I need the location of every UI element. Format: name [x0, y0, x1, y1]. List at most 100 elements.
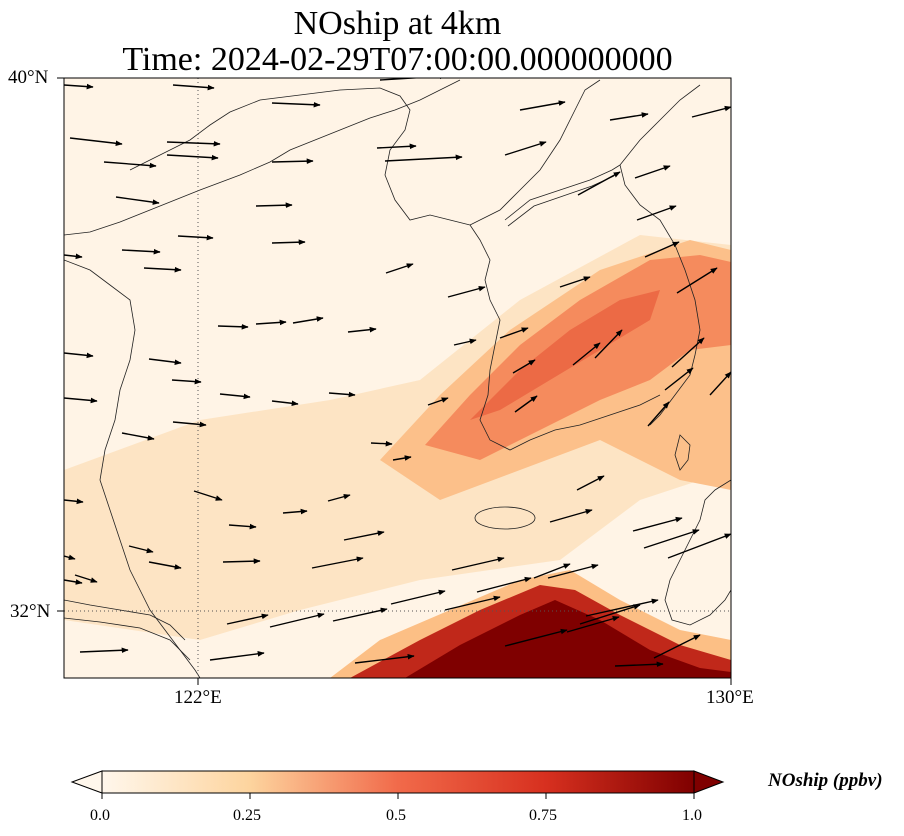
wind-arrow: [177, 234, 214, 241]
wind-arrow: [148, 358, 182, 365]
wind-arrow: [271, 400, 299, 407]
coastlines: [64, 79, 731, 678]
cb-label-05: 0.5: [386, 807, 406, 824]
wind-arrow: [504, 141, 547, 156]
coastline-liaodong: [129, 87, 471, 226]
wind-arrow: [332, 607, 388, 622]
wind-arrow: [64, 554, 76, 561]
coastline-china-east: [64, 259, 201, 678]
xtick-label-122: 122°E: [174, 687, 222, 708]
map-title-line2: Time: 2024-02-29T07:00:00.000000000: [122, 41, 673, 78]
concentration-field: [64, 235, 731, 678]
colorbar-extend-max: [693, 770, 725, 794]
wind-arrow: [255, 319, 287, 326]
wind-arrow: [453, 338, 477, 346]
wind-arrow: [634, 165, 671, 179]
wind-arrow: [609, 112, 649, 121]
wind-arrow: [636, 205, 677, 221]
xtick-label-130: 130°E: [706, 687, 754, 708]
wind-arrow: [64, 498, 84, 505]
wind-vectors: [64, 78, 731, 668]
wind-arrow: [193, 490, 223, 501]
wind-arrow: [585, 598, 659, 617]
wind-arrow: [476, 576, 532, 593]
wind-arrow: [64, 83, 94, 90]
wind-arrow: [311, 556, 364, 569]
wind-arrow: [379, 78, 447, 81]
wind-arrow: [64, 253, 83, 260]
wind-arrow: [172, 421, 207, 428]
wind-arrow: [64, 579, 83, 585]
wind-arrow: [512, 359, 536, 374]
wind-arrow: [499, 327, 529, 339]
wind-arrow: [691, 105, 731, 118]
wind-arrow: [664, 367, 694, 391]
wind-arrow: [427, 397, 449, 406]
wind-arrow: [671, 337, 705, 368]
coastline-japan: [664, 434, 731, 626]
colorbar-extend-min: [70, 770, 103, 794]
coastline-korea-east: [619, 164, 701, 426]
wind-arrow: [566, 616, 620, 633]
wind-arrow: [328, 391, 356, 398]
cb-label-025: 0.25: [233, 807, 261, 824]
wind-arrow: [444, 595, 501, 611]
wind-arrow: [354, 653, 415, 664]
field-plume-peak: [470, 290, 660, 420]
wind-arrow: [644, 241, 680, 258]
wind-arrow: [292, 316, 324, 324]
wind-arrow: [148, 561, 182, 570]
wind-arrow: [171, 378, 202, 385]
wind-arrow: [128, 545, 154, 554]
map-title-line1: NOship at 4km: [293, 5, 502, 42]
wind-arrow: [643, 529, 700, 549]
wind-arrow: [64, 352, 94, 359]
wind-arrow: [579, 604, 641, 625]
wind-arrow: [166, 140, 221, 147]
wind-arrow: [121, 432, 155, 441]
wind-arrow: [577, 171, 621, 196]
wind-arrow: [384, 154, 463, 162]
cb-label-075: 0.75: [529, 807, 557, 824]
ytick-label-40: 40°N: [8, 67, 49, 88]
colorbar-ticks: [101, 793, 695, 799]
wind-arrow: [69, 137, 123, 147]
colorbar-title: NOship (ppbv): [768, 770, 883, 791]
ytick-label-32: 32°N: [10, 601, 51, 622]
wind-arrow: [549, 509, 593, 523]
wind-arrow: [255, 202, 293, 208]
wind-arrow: [576, 475, 605, 491]
wind-arrow: [347, 326, 377, 333]
wind-arrow: [209, 651, 265, 661]
wind-arrow: [572, 342, 601, 366]
wind-arrow: [392, 455, 412, 461]
wind-arrow: [632, 516, 683, 532]
wind-arrow: [115, 196, 160, 205]
wind-arrow: [327, 493, 351, 502]
jeju-island: [474, 506, 536, 530]
cb-label-0: 0.0: [90, 807, 110, 824]
colorbar-gradient: [101, 770, 695, 794]
wind-arrow: [647, 401, 670, 427]
wind-arrow: [143, 266, 182, 273]
map-frame: [63, 77, 732, 679]
wind-arrow: [370, 440, 393, 447]
wind-arrow: [228, 523, 257, 530]
wind-arrow: [376, 143, 417, 150]
wind-arrow: [667, 533, 731, 559]
wind-arrow: [217, 323, 249, 330]
axis-ticks: [57, 77, 732, 685]
wind-arrow: [559, 276, 591, 288]
coastline-korea-west: [469, 224, 661, 451]
wind-arrow: [447, 285, 486, 298]
wind-arrow: [594, 329, 623, 359]
wind-arrow: [269, 612, 325, 628]
wind-arrow: [64, 397, 98, 404]
wind-arrow: [709, 371, 731, 396]
wind-arrow: [533, 563, 571, 579]
wind-arrow: [172, 84, 215, 91]
wind-arrow: [226, 613, 269, 625]
wind-arrow: [614, 661, 664, 668]
wind-arrow: [219, 393, 251, 400]
